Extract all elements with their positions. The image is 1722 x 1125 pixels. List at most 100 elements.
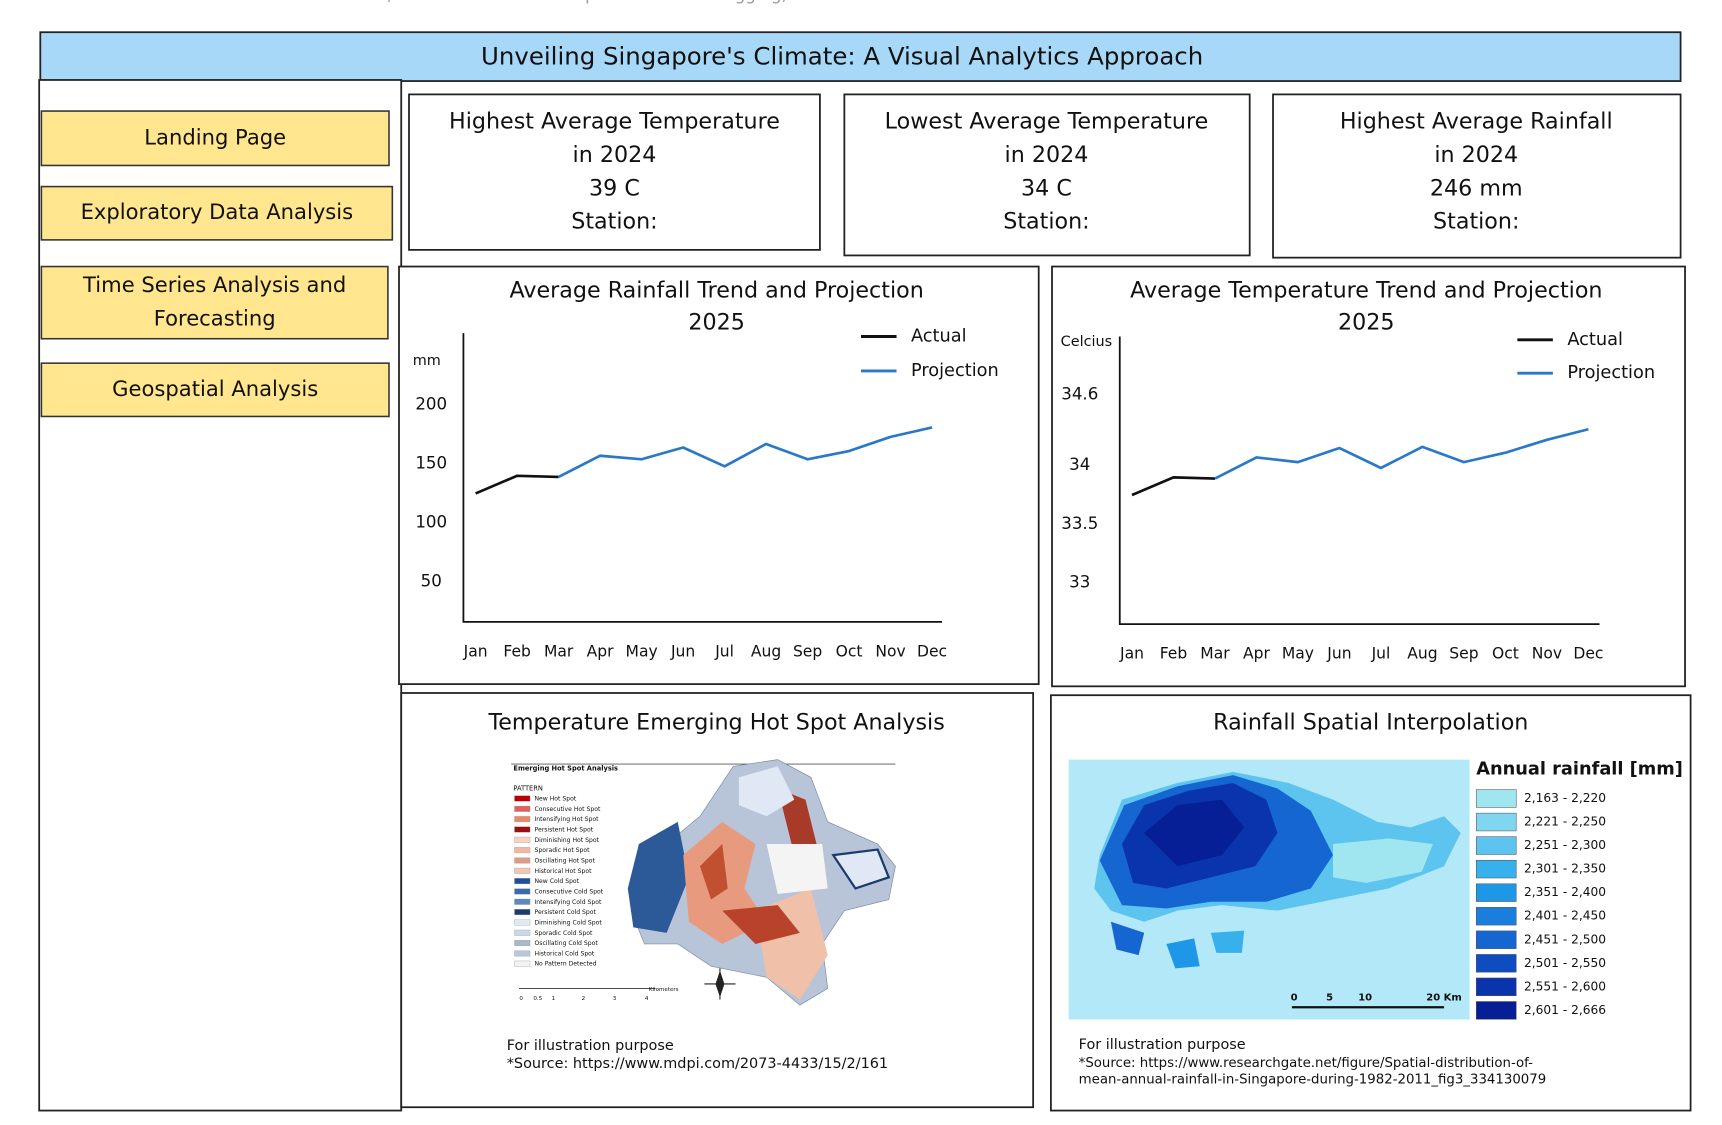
map-note: For illustration purpose [507,1038,674,1054]
legend-heading: PATTERN [513,784,542,792]
kpi-value: 246 mm [1430,175,1523,201]
legend-swatch [514,805,531,812]
legend-swatch [1475,977,1517,997]
legend-swatch [1475,859,1517,879]
y-tick-label: 150 [415,453,447,472]
x-tick-label: Mar [544,642,574,660]
legend-label: Oscillating Cold Spot [534,940,598,947]
nav-label: Time Series Analysis and [82,272,346,297]
legend-swatch [514,847,531,854]
scale-label: 3 [613,996,617,1002]
nav-button[interactable] [40,362,390,418]
legend-swatch [514,816,531,823]
rainfall-map [1068,759,1470,1020]
scale-label: 0.5 [533,996,542,1002]
map-title: Rainfall Spatial Interpolation [1213,709,1528,735]
legend-swatch [514,919,531,926]
legend-label: Consecutive Cold Spot [534,888,603,895]
legend-swatch [514,836,531,843]
x-tick-label: Jul [1371,645,1391,663]
x-tick-label: Apr [1243,645,1270,663]
legend-title: Annual rainfall [mm] [1476,760,1683,780]
nav-label: Landing Page [144,124,286,149]
x-tick-label: Jun [670,642,695,660]
hotspot-map [511,759,896,1006]
legend-label: Intensifying Cold Spot [534,899,601,906]
scale-label: 0 [1291,992,1298,1003]
legend-swatch [514,857,531,864]
y-tick-label: 33.5 [1061,514,1098,533]
legend-swatch [514,826,531,833]
y-axis-label: mm [413,353,441,369]
legend-label: Actual [911,327,967,347]
legend-swatch [1475,907,1517,926]
series-line [475,474,559,495]
scale-label: 2 [582,996,586,1002]
legend-swatch [1475,954,1517,973]
legend-label: Projection [911,361,999,381]
legend-label: Projection [1567,363,1655,383]
y-tick-label: 34 [1069,455,1090,474]
y-tick-label: 200 [415,395,447,414]
x-tick-label: May [1282,645,1314,663]
legend-label: New Cold Spot [534,878,579,885]
legend-label: 2,551 - 2,600 [1524,979,1606,993]
x-tick-label: Feb [503,642,531,660]
kpi-label: Station: [1003,209,1089,235]
x-tick-label: Nov [875,642,905,660]
legend-label: 2,351 - 2,400 [1524,885,1606,899]
scale-label: 0 [519,996,523,1002]
legend-label: Diminishing Cold Spot [534,919,602,926]
legend-swatch [1475,812,1517,832]
nav-button[interactable] [40,110,390,167]
legend-label: Historical Hot Spot [534,868,592,875]
header-bar [39,31,1682,82]
x-tick-label: Sep [793,642,822,660]
map-source: *Source: https://www.mdpi.com/2073-4433/… [507,1056,888,1072]
legend-label: 2,451 - 2,500 [1524,932,1606,946]
map-note: For illustration purpose [1079,1037,1246,1053]
legend-swatch [514,909,531,916]
legend-label: Consecutive Hot Spot [534,806,600,813]
kpi-card [1272,93,1682,259]
series-line [1214,427,1589,480]
legend-swatch [514,888,531,895]
legend-swatch [1475,883,1517,902]
kpi-subtitle: in 2024 [573,142,657,168]
legend-label: Sporadic Cold Spot [534,930,592,937]
x-tick-label: Jan [1119,645,1144,663]
kpi-title: Highest Average Rainfall [1340,109,1613,135]
legend-swatch [514,960,531,967]
legend-label: Actual [1567,330,1623,350]
chart-title: Average Rainfall Trend and Projection [509,277,923,303]
x-tick-label: Mar [1200,645,1230,663]
sidebar [38,79,403,1112]
scale-label: 5 [1326,992,1333,1003]
nav-button[interactable] [40,265,389,340]
y-tick-label: 34.6 [1061,385,1098,404]
series-line [558,426,933,479]
canvas-hint: To move canvas, hold mouse wheel or spac… [253,0,961,4]
map-source: *Source: https://www.researchgate.net/fi… [1079,1056,1533,1071]
legend-swatch [514,929,531,936]
legend-swatch [1475,1001,1517,1020]
legend-title: Emerging Hot Spot Analysis [513,765,618,773]
nav-button[interactable] [40,185,394,241]
legend-label: Oscillating Hot Spot [534,857,595,864]
y-tick-label: 50 [421,571,442,590]
kpi-value: 39 C [589,175,640,201]
x-tick-label: Oct [836,642,863,660]
x-tick-label: Nov [1532,645,1562,663]
x-tick-label: Jul [714,642,734,660]
axis [462,333,943,623]
nav-label: Forecasting [154,305,276,330]
x-tick-label: Dec [1573,645,1603,663]
scale-unit: Kilometers [649,987,679,993]
legend-label: 2,301 - 2,350 [1524,862,1606,876]
kpi-title: Highest Average Temperature [449,109,780,135]
legend-swatch [514,898,531,905]
y-tick-label: 100 [415,512,447,531]
legend-swatch [1475,789,1517,808]
legend-label: 2,601 - 2,666 [1524,1003,1606,1017]
legend-label: 2,251 - 2,300 [1524,838,1606,852]
